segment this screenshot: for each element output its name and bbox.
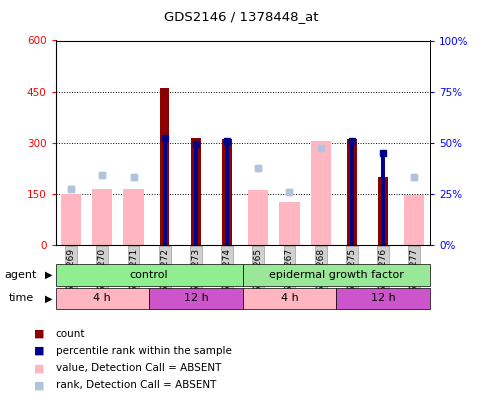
Text: GDS2146 / 1378448_at: GDS2146 / 1378448_at	[164, 10, 319, 23]
Bar	[242, 264, 430, 286]
Text: GSM75271: GSM75271	[129, 248, 138, 297]
Text: GSM75269: GSM75269	[67, 248, 76, 297]
Bar	[381, 153, 385, 245]
Text: GSM75265: GSM75265	[254, 248, 263, 297]
Bar	[61, 194, 81, 245]
Bar	[56, 264, 242, 286]
Bar	[350, 141, 354, 245]
Text: 4 h: 4 h	[281, 294, 298, 303]
Bar	[225, 141, 229, 245]
Bar	[404, 194, 425, 245]
Bar	[378, 177, 388, 245]
Bar	[311, 141, 331, 245]
Text: 12 h: 12 h	[371, 294, 396, 303]
Bar	[56, 288, 149, 309]
Text: 12 h: 12 h	[184, 294, 208, 303]
Text: 4 h: 4 h	[94, 294, 111, 303]
Text: ▶: ▶	[45, 294, 53, 303]
Text: GSM75275: GSM75275	[347, 248, 356, 297]
Text: agent: agent	[5, 270, 37, 280]
Text: GSM75277: GSM75277	[410, 248, 419, 297]
Bar	[248, 190, 269, 245]
Text: ■: ■	[34, 363, 44, 373]
Text: GSM75267: GSM75267	[285, 248, 294, 297]
Bar	[160, 88, 170, 245]
Bar	[347, 139, 356, 245]
Text: control: control	[130, 270, 169, 280]
Bar	[242, 288, 336, 309]
Text: GSM75268: GSM75268	[316, 248, 325, 297]
Bar	[163, 138, 167, 245]
Bar	[149, 288, 242, 309]
Text: ■: ■	[34, 380, 44, 390]
Text: GSM75273: GSM75273	[191, 248, 200, 297]
Bar	[336, 288, 430, 309]
Bar	[194, 145, 198, 245]
Text: GSM75276: GSM75276	[379, 248, 387, 297]
Text: value, Detection Call = ABSENT: value, Detection Call = ABSENT	[56, 363, 221, 373]
Text: GSM75270: GSM75270	[98, 248, 107, 297]
Text: ▶: ▶	[45, 270, 53, 280]
Bar	[92, 190, 113, 245]
Text: GSM75272: GSM75272	[160, 248, 169, 297]
Bar	[123, 189, 143, 245]
Text: epidermal growth factor: epidermal growth factor	[269, 270, 404, 280]
Bar	[223, 139, 232, 245]
Bar	[279, 202, 299, 245]
Text: count: count	[56, 329, 85, 339]
Text: GSM75274: GSM75274	[223, 248, 232, 297]
Text: rank, Detection Call = ABSENT: rank, Detection Call = ABSENT	[56, 380, 216, 390]
Text: ■: ■	[34, 329, 44, 339]
Text: time: time	[9, 294, 34, 303]
Text: ■: ■	[34, 346, 44, 356]
Text: percentile rank within the sample: percentile rank within the sample	[56, 346, 231, 356]
Bar	[191, 138, 200, 245]
